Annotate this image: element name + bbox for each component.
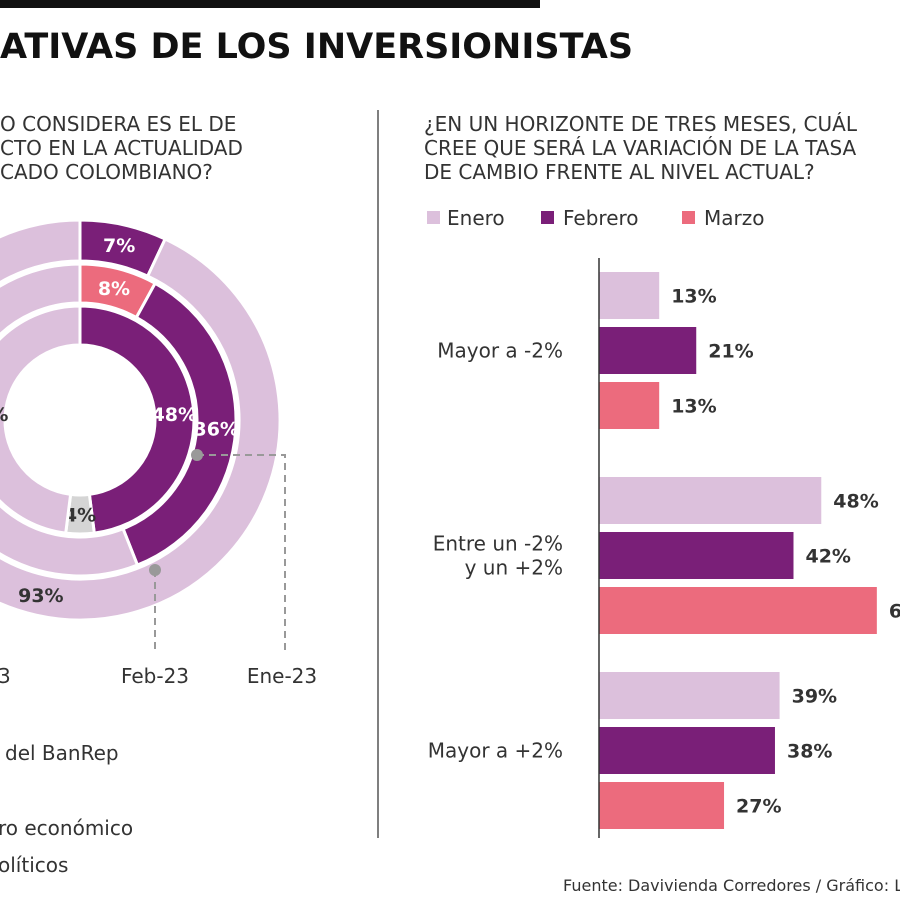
bar — [599, 532, 794, 579]
value-label: 48% — [152, 404, 197, 426]
ring-name: 3 — [0, 664, 11, 688]
category-label: y un +2% — [465, 556, 563, 580]
value-label: 4% — [64, 505, 96, 527]
chart-title: CTO EN LA ACTUALIDAD — [0, 136, 243, 160]
value-label: 48% — [833, 491, 878, 513]
leader-dot — [191, 449, 203, 461]
legend-label: olíticos — [0, 853, 68, 877]
legend-label: ro económico — [0, 816, 133, 840]
category-label: Mayor a +2% — [428, 739, 563, 763]
bar — [599, 382, 660, 429]
source: Fuente: Davivienda Corredores / Gráfico:… — [563, 876, 900, 895]
value-label: 21% — [708, 341, 753, 363]
bar — [599, 672, 780, 719]
leader-dot — [149, 564, 161, 576]
category-label: Mayor a -2% — [437, 339, 563, 363]
ring-name: Ene-23 — [247, 664, 317, 688]
chart-title: O CONSIDERA ES EL DE — [0, 112, 236, 136]
legend-label: Marzo — [704, 206, 764, 230]
chart-title: CADO COLOMBIANO? — [0, 160, 213, 184]
value-label: 39% — [792, 686, 837, 708]
value-label: 93% — [18, 585, 63, 607]
category-label: Entre un -2% — [433, 532, 563, 556]
value-label: 36% — [193, 419, 238, 441]
legend-label: Febrero — [563, 206, 639, 230]
chart-title: CREE QUE SERÁ LA VARIACIÓN DE LA TASA — [424, 136, 857, 160]
top-rule — [0, 0, 540, 8]
bar — [599, 477, 822, 524]
bar — [599, 587, 877, 634]
value-label: 13% — [671, 286, 716, 308]
page-title: ATIVAS DE LOS INVERSIONISTAS — [0, 27, 633, 67]
bar — [599, 727, 775, 774]
bar — [599, 327, 697, 374]
value-label: 27% — [736, 796, 781, 818]
value-label: 7% — [103, 235, 135, 257]
bar — [599, 272, 660, 319]
chart-title: DE CAMBIO FRENTE AL NIVEL ACTUAL? — [424, 160, 815, 184]
leader-line — [197, 454, 286, 652]
chart-title: ¿EN UN HORIZONTE DE TRES MESES, CUÁL — [424, 112, 858, 136]
ring-segment — [0, 304, 82, 535]
legend-swatch — [427, 211, 440, 224]
value-label: 13% — [671, 396, 716, 418]
legend-swatch — [541, 211, 554, 224]
value-label: 38% — [787, 741, 832, 763]
value-label: 8% — [98, 278, 130, 300]
bar — [599, 782, 725, 829]
value-label: 60% — [889, 601, 900, 623]
ring-name: Feb-23 — [121, 664, 189, 688]
value-label: 42% — [805, 546, 850, 568]
legend-label: Enero — [447, 206, 505, 230]
legend-swatch — [682, 211, 695, 224]
legend-label: del BanRep — [5, 741, 119, 765]
value-label: 48% — [0, 404, 8, 426]
ring-segment — [78, 304, 196, 535]
ring-segment — [0, 262, 140, 578]
ring-segment — [0, 218, 282, 622]
